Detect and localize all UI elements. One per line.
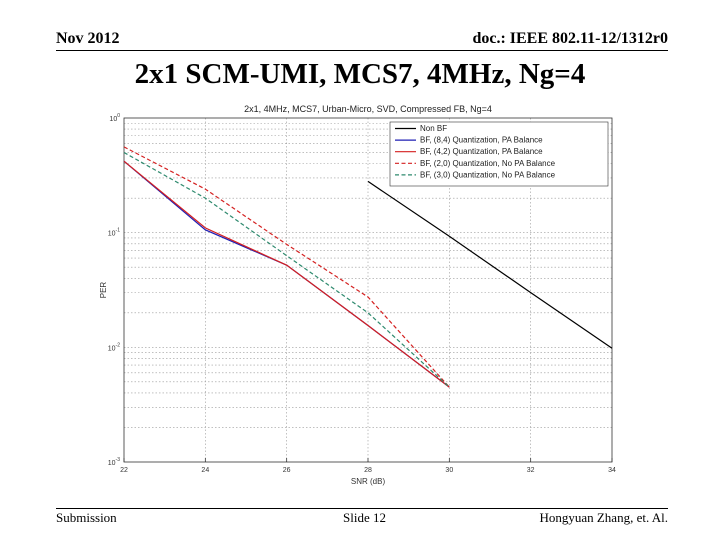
header-rule: [56, 50, 668, 51]
series-line-2: [123, 160, 450, 388]
per-chart: 2x1, 4MHz, MCS7, Urban-Micro, SVD, Compr…: [80, 100, 640, 490]
footer-slide-number: Slide 12: [343, 510, 386, 525]
series-line-0: [367, 180, 613, 349]
x-tick-label: 26: [283, 467, 291, 474]
legend-label-0: Non BF: [420, 124, 447, 133]
series-line-4: [123, 151, 450, 388]
legend-label-1: BF, (8,4) Quantization, PA Balance: [420, 136, 543, 145]
slide-title: 2x1 SCM-UMI, MCS7, 4MHz, Ng=4: [134, 58, 586, 90]
footer-authors: Hongyuan Zhang, et. Al.: [539, 510, 668, 525]
footer-rule: [56, 508, 668, 509]
legend-label-3: BF, (2,0) Quantization, No PA Balance: [420, 159, 556, 168]
x-tick-label: 32: [527, 467, 535, 474]
x-tick-label: 24: [201, 467, 209, 474]
y-tick-label: 10-3: [108, 457, 120, 467]
chart-title: 2x1, 4MHz, MCS7, Urban-Micro, SVD, Compr…: [244, 104, 492, 114]
legend-box: [389, 121, 609, 187]
x-tick-label: 28: [364, 467, 372, 474]
x-tick-label: 22: [120, 467, 128, 474]
footer-submission: Submission: [56, 510, 117, 525]
y-axis-label: PER: [99, 282, 108, 299]
header-date: Nov 2012: [56, 30, 120, 47]
y-tick-label: 100: [109, 113, 120, 123]
legend-label-2: BF, (4,2) Quantization, PA Balance: [420, 147, 543, 156]
series-line-3: [123, 146, 450, 388]
per-chart-svg: 2x1, 4MHz, MCS7, Urban-Micro, SVD, Compr…: [99, 104, 616, 486]
legend-label-4: BF, (3,0) Quantization, No PA Balance: [420, 170, 556, 179]
x-axis-label: SNR (dB): [351, 477, 386, 486]
y-tick-label: 10-2: [108, 342, 120, 352]
x-tick-label: 30: [445, 467, 453, 474]
header-doc-id: doc.: IEEE 802.11-12/1312r0: [472, 30, 668, 47]
y-tick-label: 10-1: [108, 228, 120, 238]
x-tick-label: 34: [608, 467, 616, 474]
